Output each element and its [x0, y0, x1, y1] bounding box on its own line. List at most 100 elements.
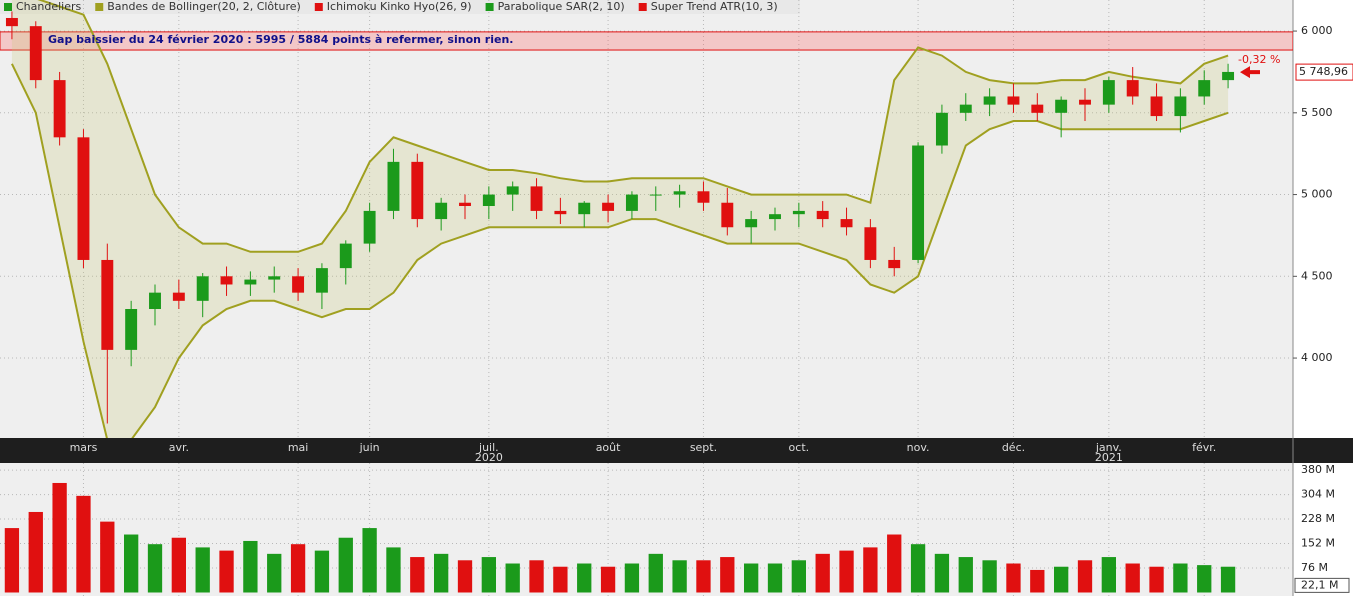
volume-bar: [1125, 563, 1140, 593]
volume-bar: [386, 547, 401, 593]
volume-bar: [839, 550, 854, 593]
legend-swatch: [314, 3, 323, 11]
candle-body: [1031, 104, 1044, 113]
x-tick-label: juin: [359, 441, 380, 454]
candle-body: [530, 186, 543, 211]
bollinger-area: [11, 0, 1229, 438]
volume-bar: [52, 482, 67, 593]
volume-bar: [648, 553, 663, 593]
candle-body: [697, 191, 710, 203]
candle-body: [983, 96, 996, 105]
candle-body: [1126, 80, 1139, 97]
gap-zone: [0, 31, 1293, 51]
legend-label: Super Trend ATR(10, 3): [651, 0, 778, 13]
candle-body: [101, 259, 114, 350]
candle-body: [77, 137, 90, 260]
candle-body: [1007, 96, 1020, 105]
candle-body: [816, 210, 829, 220]
volume-bar: [1101, 557, 1116, 593]
volume-bar: [481, 557, 496, 593]
candle-body: [721, 202, 734, 228]
volume-bar: [553, 566, 568, 593]
last-volume-tag: [1294, 577, 1350, 593]
volume-bar: [76, 495, 91, 593]
legend-label: Bandes de Bollinger(20, 2, Clôture): [107, 0, 301, 13]
volume-bar: [1173, 563, 1188, 593]
volume-bar: [1149, 566, 1164, 593]
volume-bar: [1006, 563, 1021, 593]
candle-body: [5, 17, 18, 27]
bollinger-line: [37, 0, 1229, 253]
legend-label: Ichimoku Kinko Hyo(26, 9): [327, 0, 472, 13]
volume-bar: [696, 560, 711, 593]
candle-body: [1079, 99, 1091, 105]
y-tick-label: 4 000: [1301, 351, 1333, 364]
x-tick-label: mars: [70, 441, 98, 454]
volume-bar: [744, 563, 759, 593]
candle-body: [435, 202, 448, 220]
volume-bar: [1220, 566, 1236, 593]
y-tick-label: 304 M: [1301, 488, 1335, 501]
legend-label: Chandeliers: [16, 0, 82, 13]
candle-body: [506, 186, 519, 195]
candle-body: [649, 194, 662, 196]
time-axis: [0, 438, 1353, 463]
x-tick-label: août: [596, 441, 621, 454]
volume-bar: [720, 557, 735, 593]
candle-body: [172, 292, 185, 301]
x-tick-label: avr.: [169, 441, 189, 454]
candle-body: [1150, 96, 1163, 117]
volume-panel: [0, 463, 1293, 596]
x-tick-label: mai: [288, 441, 309, 454]
volume-bar: [1077, 560, 1093, 593]
volume-bar: [4, 528, 20, 593]
candle-body: [935, 112, 948, 146]
year-label: 2021: [1095, 451, 1123, 464]
y-tick-label: 152 M: [1301, 537, 1335, 550]
x-tick-label: janv.: [1095, 441, 1122, 454]
y-tick-label: 76 M: [1301, 561, 1328, 574]
volume-bar: [982, 560, 997, 593]
volume-bar: [887, 534, 902, 593]
volume-bar: [124, 534, 139, 593]
candle-body: [792, 210, 805, 215]
candle-body: [959, 104, 972, 113]
volume-bar: [410, 557, 425, 593]
candle-body: [53, 80, 66, 138]
x-tick-label: nov.: [907, 441, 930, 454]
candle-body: [840, 219, 853, 228]
legend-bar: [0, 0, 800, 14]
candle-body: [888, 259, 901, 269]
candle-body: [554, 210, 567, 215]
volume-bar: [434, 553, 449, 593]
candle-body: [411, 161, 424, 220]
candle-body: [1222, 71, 1235, 81]
candle-body: [912, 145, 925, 260]
legend-swatch: [485, 3, 494, 11]
volume-bar: [529, 560, 544, 593]
volume-bar: [791, 560, 806, 593]
legend-swatch: [4, 3, 12, 11]
volume-bar: [1197, 565, 1212, 593]
candle-body: [625, 194, 638, 211]
volume-bar: [767, 563, 783, 593]
candle-body: [745, 219, 758, 228]
legend-swatch: [638, 3, 647, 11]
volume-bar: [457, 560, 473, 593]
volume-bar: [243, 540, 258, 593]
volume-bar: [505, 563, 520, 593]
price-arrow: [1240, 66, 1260, 79]
y-tick-label: 380 M: [1301, 463, 1335, 476]
volume-bar: [624, 563, 640, 593]
last-price-label: 5 748,96: [1299, 65, 1348, 78]
y-tick-label: 228 M: [1301, 512, 1335, 525]
volume-bar: [290, 544, 306, 593]
candle-body: [339, 243, 352, 269]
volume-bar: [195, 547, 210, 593]
candle-body: [1174, 96, 1187, 117]
candle-body: [220, 276, 233, 285]
volume-bar: [1030, 569, 1045, 593]
y-tick-label: 5 000: [1301, 188, 1333, 201]
candle-body: [315, 268, 328, 293]
